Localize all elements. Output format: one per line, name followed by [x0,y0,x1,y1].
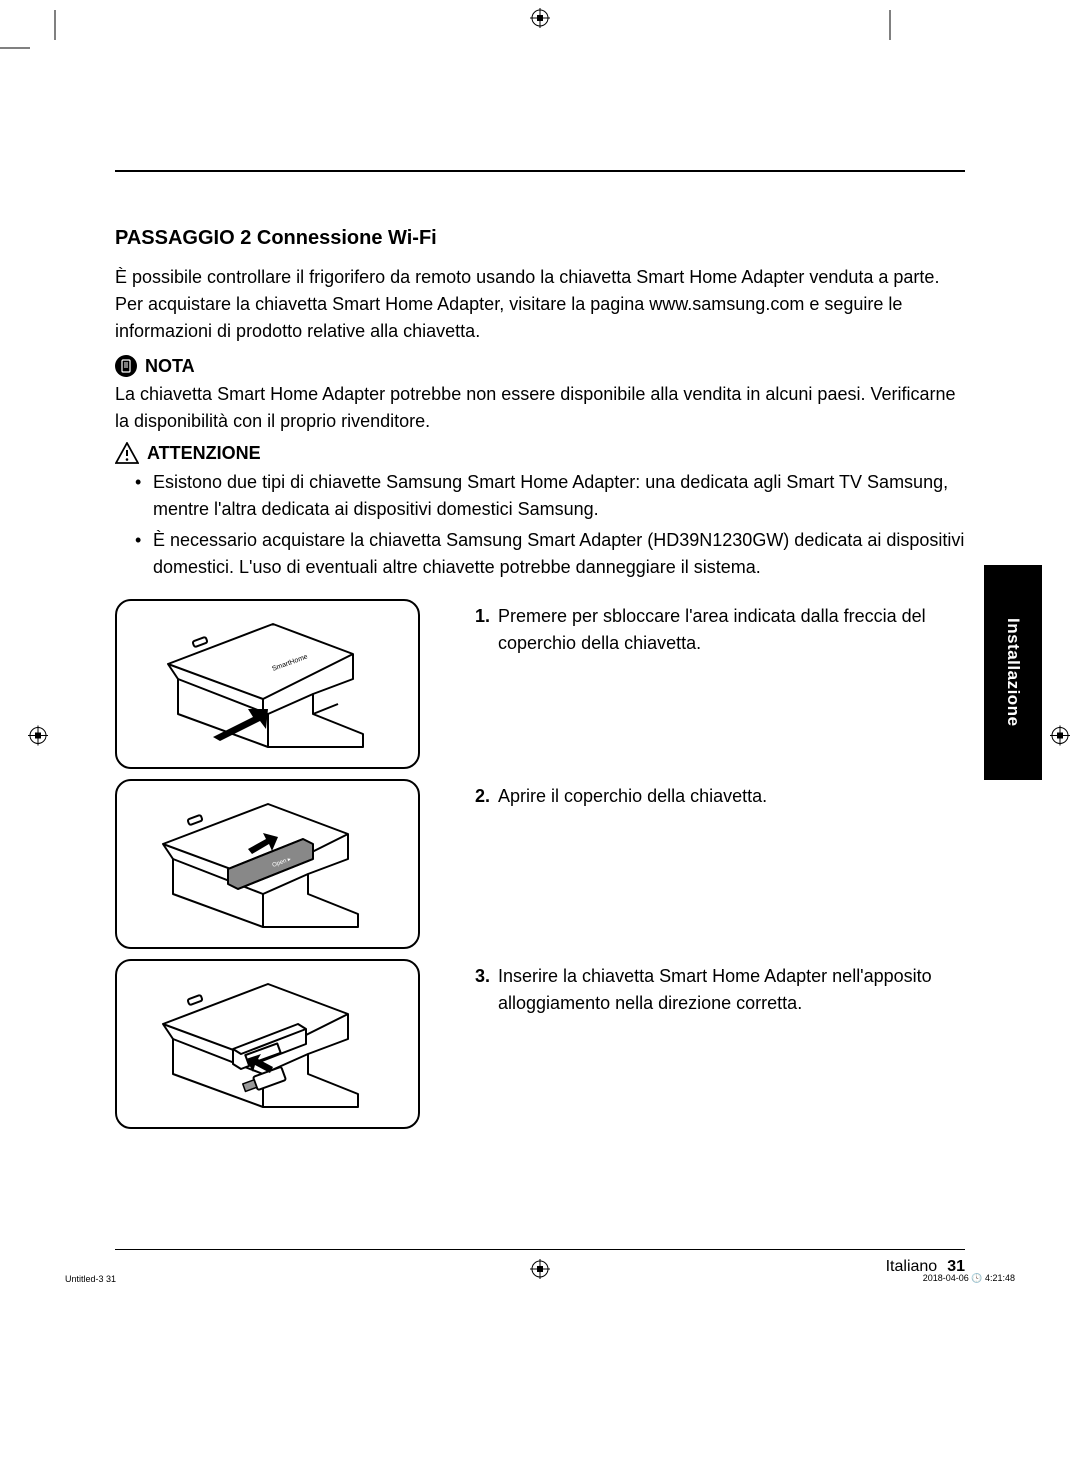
step-desc: Premere per sbloccare l'area indicata da… [498,603,965,657]
diagram-2: Open ▸ [115,779,420,949]
attenzione-heading: ATTENZIONE [115,441,965,465]
step-label: PASSAGGIO 2 [115,227,251,249]
crop-tick-l [0,38,35,58]
nota-label: NOTA [145,356,195,377]
step-1-text: 1. Premere per sbloccare l'area indicata… [475,599,965,657]
page-content: PASSAGGIO 2 Connessione Wi-Fi È possibil… [115,170,965,1139]
nota-heading: NOTA [115,355,965,377]
diagram-1: SmartHome [115,599,420,769]
step-2-text: 2. Aprire il coperchio della chiavetta. [475,779,965,810]
step-row: Open ▸ 2. Aprire il coperchio della chia… [115,779,965,949]
nota-text: La chiavetta Smart Home Adapter potrebbe… [115,381,965,435]
crop-mark-right [1050,726,1070,751]
step-num: 1. [475,603,490,657]
attenzione-bullet: Esistono due tipi di chiavette Samsung S… [135,469,965,523]
top-rule [115,170,965,172]
step-row: SmartHome 1. Premere per sbloccare l'are… [115,599,965,769]
attenzione-list: Esistono due tipi di chiavette Samsung S… [115,469,965,581]
step-title: Connessione Wi-Fi [257,227,437,249]
page-footer: Italiano 31 [115,1249,965,1276]
step-heading: PASSAGGIO 2 Connessione Wi-Fi [115,227,965,250]
crop-tick-tl [45,10,65,45]
step-desc: Aprire il coperchio della chiavetta. [498,783,767,810]
step-row: 3. Inserire la chiavetta Smart Home Adap… [115,959,965,1129]
intro-paragraph: È possibile controllare il frigorifero d… [115,264,965,345]
steps-area: SmartHome 1. Premere per sbloccare l'are… [115,599,965,1129]
crop-mark-left [28,726,48,751]
step-desc: Inserire la chiavetta Smart Home Adapter… [498,963,965,1017]
crop-tick-tr [880,10,900,45]
step-3-text: 3. Inserire la chiavetta Smart Home Adap… [475,959,965,1017]
step-num: 3. [475,963,490,1017]
diagram-3 [115,959,420,1129]
section-tab: Installazione [984,565,1042,780]
print-mark-left: Untitled-3 31 [65,1274,116,1284]
note-icon [115,355,137,377]
print-mark-right: 2018-04-06 🕓 4:21:48 [923,1273,1015,1284]
warning-icon [115,441,139,465]
section-tab-label: Installazione [1003,618,1023,727]
attenzione-label: ATTENZIONE [147,443,261,464]
crop-mark-top [530,8,550,33]
attenzione-bullet: È necessario acquistare la chiavetta Sam… [135,527,965,581]
step-num: 2. [475,783,490,810]
